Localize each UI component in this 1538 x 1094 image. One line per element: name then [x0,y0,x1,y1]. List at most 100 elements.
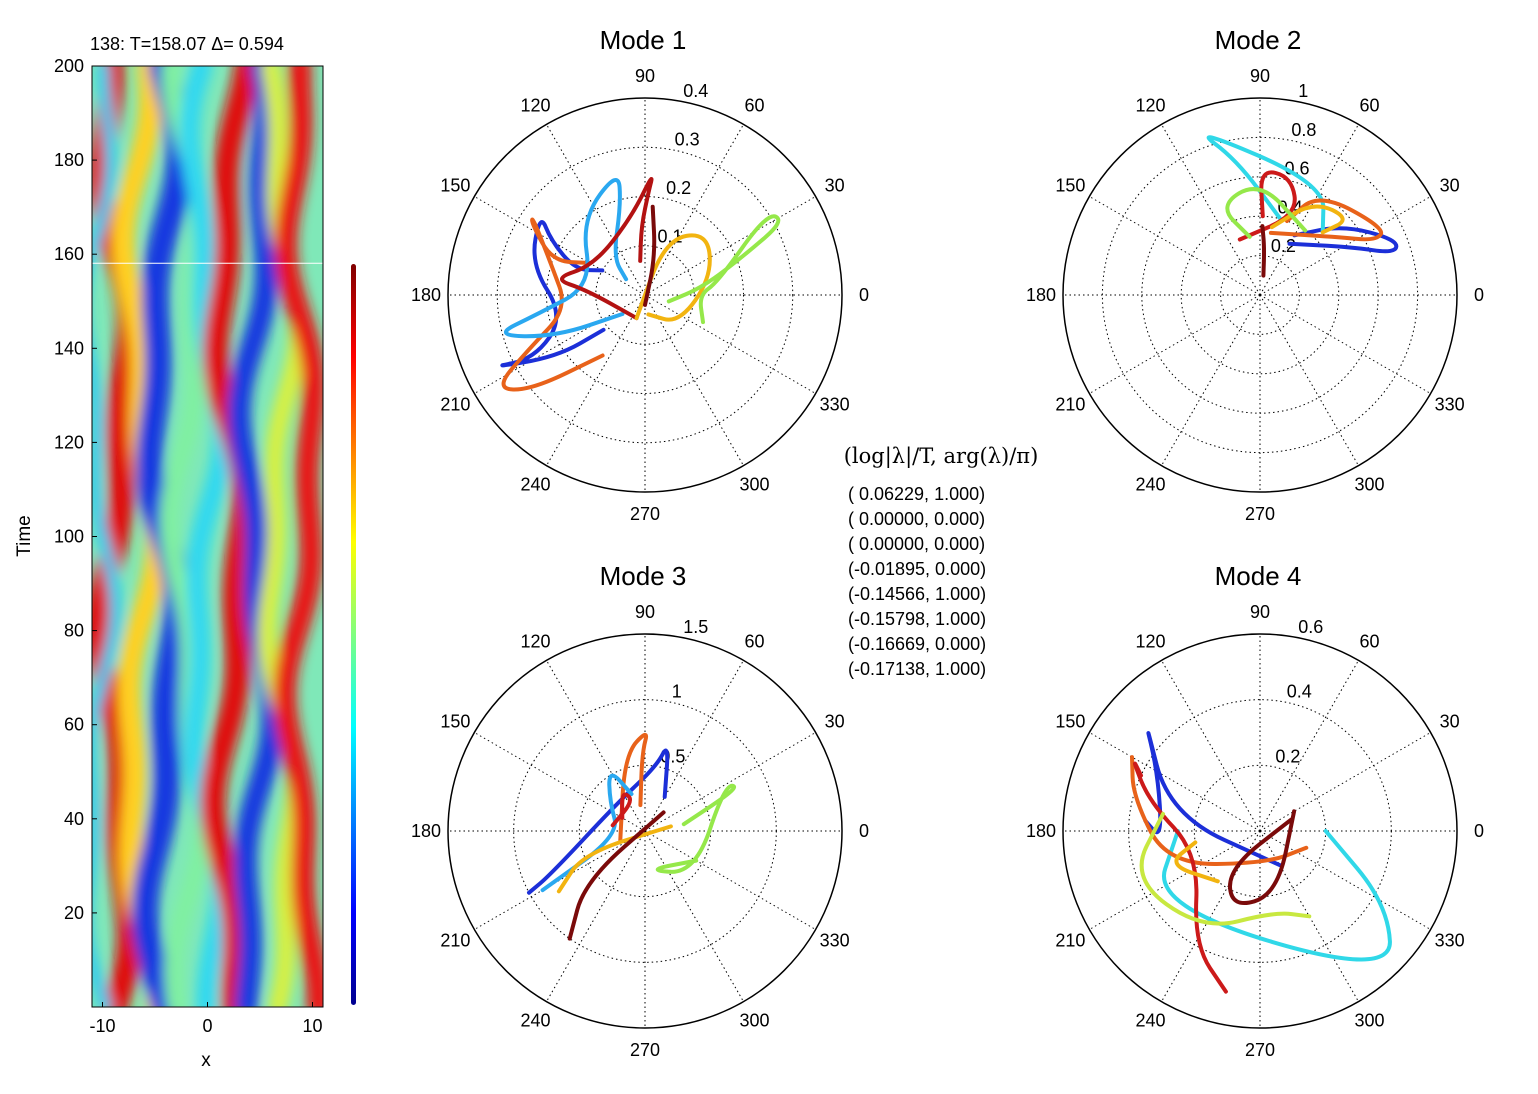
angle-tick-label: 300 [1354,475,1384,495]
y-tick-label: 140 [54,338,84,358]
heatmap-band [200,66,260,1007]
polar-series-curve [560,177,654,321]
radial-tick-label: 0.6 [1298,617,1323,637]
y-tick-label: 100 [54,527,84,547]
y-tick-label: 80 [64,621,84,641]
angle-tick-label: 150 [440,176,470,196]
y-tick-label: 180 [54,150,84,170]
heatmap-ylabel: Time [14,515,35,557]
angle-grid-spoke [1259,732,1431,832]
y-tick-label: 60 [64,715,84,735]
angle-grid-spoke [474,196,646,296]
angle-grid-spoke [1089,732,1261,832]
angle-grid-spoke [644,732,816,832]
polar-series-curve [618,732,649,842]
radial-tick-label: 1 [1298,81,1308,101]
angle-grid-spoke [546,294,646,466]
eigenvalue-row: (-0.15798, 1.000) [848,609,986,629]
angle-tick-label: 60 [1359,95,1379,115]
angle-tick-label: 90 [1250,66,1270,86]
angle-tick-label: 120 [520,95,550,115]
radial-tick-label: 1 [672,682,682,702]
x-tick-label: -10 [89,1016,115,1036]
angle-tick-label: 270 [630,504,660,524]
angle-tick-label: 240 [520,475,550,495]
angle-tick-label: 240 [520,1011,550,1031]
eigenvalue-row: (-0.14566, 1.000) [848,584,986,604]
angle-tick-label: 210 [1055,931,1085,951]
angle-tick-label: 120 [1135,631,1165,651]
polar-series-curve [500,220,606,368]
polar-mode-3: Mode 3 0.511.503060901201501802102402703… [411,561,869,1060]
polar-mode-1: Mode 1 0.10.20.30.4030609012015018021024… [411,25,869,524]
y-tick-label: 160 [54,244,84,264]
polar-outer-circle [447,633,843,1029]
eigenvalue-header: (log|λ|/T, arg(λ)/π) [844,444,1039,469]
angle-tick-label: 30 [825,176,845,196]
mode-3-title: Mode 3 [600,561,687,591]
polar-series-curve [556,824,673,894]
angle-tick-label: 90 [635,66,655,86]
angle-grid-spoke [1259,294,1431,394]
angle-tick-label: 30 [825,712,845,732]
angle-grid-spoke [1089,830,1261,930]
angle-grid-spoke [1259,196,1431,296]
polar-series-curve [540,773,634,893]
heatmap-image [92,66,323,1007]
angle-tick-label: 30 [1440,712,1460,732]
polar-outer-circle [1062,633,1458,1029]
eigenvalue-row: (-0.16669, 0.000) [848,634,986,654]
angle-grid-spoke [644,124,744,296]
angle-tick-label: 300 [1354,1011,1384,1031]
angle-tick-label: 210 [440,931,470,951]
radial-grid-circle [546,196,744,394]
angle-tick-label: 240 [1135,475,1165,495]
angle-grid-spoke [474,830,646,930]
angle-tick-label: 240 [1135,1011,1165,1031]
heatmap-xlabel: x [201,1050,211,1071]
angle-tick-label: 120 [1135,95,1165,115]
polar-series-curve [1130,755,1309,867]
polar-series-curve [1260,224,1267,278]
radial-grid-circle [1180,215,1340,375]
angle-tick-label: 60 [744,95,764,115]
polar-series-curve [567,810,666,941]
polar-mode-4: Mode 4 0.2 0.4 0.6 0 30 60 90 120 150 180 210 240 27… [1026,561,1484,1060]
polar-mode-2: Mode 2 0.20.40.60.8103060901201501802102… [1026,25,1484,524]
heatmap-panel: 138: T=158.07 Δ= 0.594 -10 0 10 20 40 60 80 100… [14,34,356,1071]
polar-series-curve [1174,840,1220,884]
angle-tick-label: 330 [1435,931,1465,951]
mode-4-title: Mode 4 [1215,561,1302,591]
angle-tick-label: 30 [1440,176,1460,196]
radial-tick-label: 0.4 [1287,682,1312,702]
radial-tick-label: 0.3 [675,129,700,149]
angle-tick-label: 0 [859,821,869,841]
radial-tick-label: 0.2 [1275,746,1300,766]
angle-tick-label: 210 [440,395,470,415]
angle-grid-spoke [644,294,816,394]
angle-grid-spoke [644,196,816,296]
angle-tick-label: 150 [440,712,470,732]
polar-outer-circle [447,97,843,493]
polar-series-curve [1162,829,1392,962]
heatmap-field [92,66,323,1007]
angle-tick-label: 180 [1026,285,1056,305]
eigenvalue-row: ( 0.00000, 0.000) [848,534,985,554]
y-tick-label: 120 [54,432,84,452]
polar-series-curve [1237,170,1297,242]
angle-grid-spoke [644,660,744,832]
angle-tick-label: 90 [635,602,655,622]
radial-tick-label: 0.2 [666,178,691,198]
angle-grid-spoke [546,124,646,296]
polar-series-curve [527,748,670,895]
radial-tick-label: 1.5 [683,617,708,637]
polar-series-curve [1206,135,1326,235]
heatmap-title: 138: T=158.07 Δ= 0.594 [90,34,284,54]
angle-tick-label: 270 [1245,504,1275,524]
angle-tick-label: 150 [1055,176,1085,196]
x-tick-label: 0 [202,1016,212,1036]
heatmap-band [92,66,123,1007]
polar-series-curve [1139,811,1312,926]
angle-tick-label: 330 [1435,395,1465,415]
